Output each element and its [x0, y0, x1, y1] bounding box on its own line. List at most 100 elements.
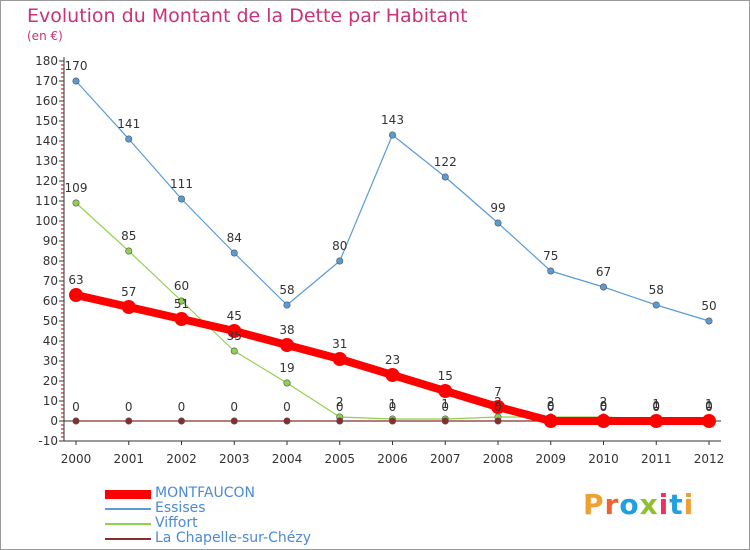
legend-swatch — [105, 489, 151, 499]
data-label: 84 — [227, 231, 242, 245]
data-point — [649, 414, 664, 428]
data-label: 31 — [332, 337, 347, 351]
data-label: 45 — [227, 309, 242, 323]
data-point — [283, 301, 291, 309]
data-label: 15 — [438, 369, 453, 383]
data-label: 63 — [68, 273, 83, 287]
data-label: 85 — [121, 229, 136, 243]
data-point — [494, 219, 502, 227]
y-tick-label: 50 — [43, 314, 58, 328]
data-point — [230, 347, 238, 355]
y-tick-label: 40 — [43, 334, 58, 348]
data-point — [125, 247, 133, 255]
y-tick-label: 60 — [43, 294, 58, 308]
data-label: 0 — [652, 399, 660, 413]
logo-letter: o — [619, 488, 640, 521]
y-tick-label: 110 — [35, 194, 58, 208]
logo-letter: i — [658, 488, 670, 521]
data-point — [705, 317, 713, 325]
data-label: 67 — [596, 265, 611, 279]
data-label: 60 — [174, 279, 189, 293]
x-tick-label: 2001 — [113, 452, 144, 466]
data-label: 2 — [547, 395, 555, 409]
data-label: 19 — [279, 361, 294, 375]
data-point — [69, 288, 83, 302]
data-label: 0 — [494, 400, 502, 414]
x-tick-label: 2012 — [694, 452, 725, 466]
y-tick-label: 100 — [35, 214, 58, 228]
data-label: 23 — [385, 353, 400, 367]
data-label: 58 — [649, 283, 664, 297]
x-tick-label: 2004 — [272, 452, 303, 466]
logo-letter: r — [604, 488, 620, 521]
data-labels-layer: 1701411118458801431229975675850109856035… — [65, 59, 717, 414]
data-point — [388, 417, 396, 425]
data-point — [599, 283, 607, 291]
data-point — [438, 384, 453, 398]
data-label: 2 — [494, 395, 502, 409]
data-point — [702, 414, 716, 428]
data-label: 111 — [170, 177, 193, 191]
y-tick-label: 90 — [43, 234, 58, 248]
data-label: 0 — [547, 400, 555, 414]
data-label: 1 — [652, 397, 660, 411]
legend-label: MONTFAUCON — [155, 485, 255, 501]
data-label: 0 — [441, 400, 449, 414]
data-label: 99 — [490, 201, 505, 215]
line-chart: -100102030405060708090100110120130140150… — [35, 54, 725, 466]
logo-letter: P — [583, 488, 605, 521]
data-label: 2 — [600, 395, 608, 409]
data-point — [230, 417, 238, 425]
data-point — [652, 301, 660, 309]
data-point — [336, 417, 344, 425]
data-label: 57 — [121, 285, 136, 299]
data-label: 0 — [336, 400, 344, 414]
y-tick-label: 150 — [35, 114, 58, 128]
data-label: 0 — [600, 399, 608, 413]
data-point — [125, 417, 133, 425]
data-point — [121, 300, 136, 314]
y-tick-label: -10 — [38, 434, 58, 448]
x-tick-label: 2008 — [483, 452, 514, 466]
data-point — [72, 77, 80, 85]
data-point — [174, 312, 189, 326]
x-tick-label: 2006 — [377, 452, 408, 466]
y-tick-label: 180 — [35, 54, 58, 68]
data-point — [547, 267, 555, 275]
data-point — [178, 297, 186, 305]
y-tick-label: 0 — [50, 414, 58, 428]
y-tick-label: 160 — [35, 94, 58, 108]
data-label: 0 — [125, 400, 133, 414]
legend-swatch — [105, 538, 151, 540]
data-label: 75 — [543, 249, 558, 263]
data-point — [125, 135, 133, 143]
data-point — [227, 324, 242, 338]
series-layer — [69, 77, 716, 428]
data-label: 38 — [279, 323, 294, 337]
unit-label: (en €) — [27, 29, 63, 43]
data-point — [332, 352, 347, 366]
y-tick-label: 30 — [43, 354, 58, 368]
x-tick-label: 2003 — [219, 452, 250, 466]
y-tick-label: 80 — [43, 254, 58, 268]
data-label: 122 — [434, 155, 457, 169]
legend-label: La Chapelle-sur-Chézy — [155, 530, 311, 546]
data-point — [178, 417, 186, 425]
data-label: 141 — [117, 117, 140, 131]
data-label: 0 — [389, 400, 397, 414]
logo-letter: t — [669, 488, 684, 521]
data-label: 0 — [705, 399, 713, 413]
data-point — [441, 173, 449, 181]
y-tick-label: 130 — [35, 154, 58, 168]
data-point — [385, 368, 400, 382]
data-point — [336, 257, 344, 265]
data-point — [494, 417, 502, 425]
data-point — [230, 249, 238, 257]
data-label: 80 — [332, 239, 347, 253]
legend-label: Essises — [155, 500, 206, 516]
data-label: 2 — [336, 395, 344, 409]
x-tick-label: 2000 — [61, 452, 92, 466]
y-tick-label: 140 — [35, 134, 58, 148]
data-point — [283, 379, 291, 387]
data-label: 143 — [381, 113, 404, 127]
